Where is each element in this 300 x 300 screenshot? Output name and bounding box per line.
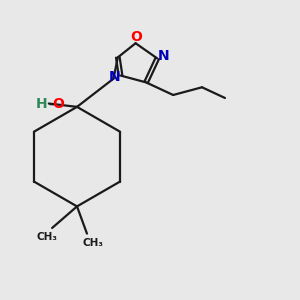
Text: CH₃: CH₃: [37, 232, 58, 242]
Text: CH₃: CH₃: [82, 238, 103, 248]
Text: N: N: [109, 70, 120, 84]
Text: N: N: [158, 49, 169, 63]
Text: O: O: [130, 30, 142, 44]
Text: -: -: [48, 94, 54, 112]
Text: O: O: [52, 97, 64, 110]
Text: H: H: [36, 97, 47, 110]
